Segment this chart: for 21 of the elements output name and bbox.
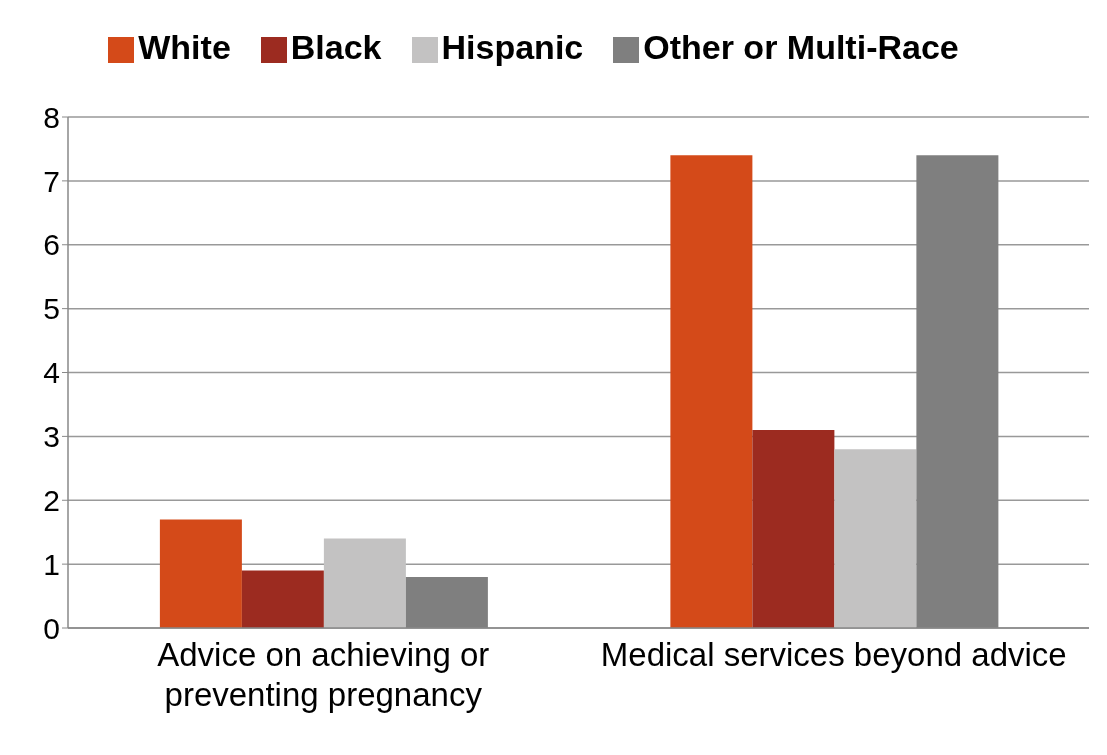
legend-label: Hispanic — [441, 28, 584, 66]
bar — [159, 519, 242, 628]
bar — [834, 449, 917, 628]
legend-label: White — [138, 28, 231, 66]
legend-label: Black — [290, 28, 382, 66]
bar — [323, 538, 406, 628]
bar — [241, 570, 324, 628]
bar — [670, 155, 753, 628]
y-tick-label: 1 — [43, 547, 60, 581]
y-tick-label: 6 — [43, 228, 60, 262]
bar — [752, 429, 835, 628]
y-tick-label: 8 — [43, 100, 60, 134]
y-tick-label: 3 — [43, 420, 60, 454]
y-tick-label: 7 — [43, 164, 60, 198]
y-tick-label: 4 — [43, 356, 60, 390]
x-tick-label: Advice on achieving or preventing pregnancy — [157, 636, 490, 713]
legend-label: Other or Multi-Race — [643, 28, 959, 66]
y-tick-label: 2 — [43, 483, 60, 517]
y-tick-label: 0 — [43, 611, 60, 645]
y-tick-label: 5 — [43, 292, 60, 326]
x-tick-label: Medical services beyond advice — [600, 636, 1067, 673]
